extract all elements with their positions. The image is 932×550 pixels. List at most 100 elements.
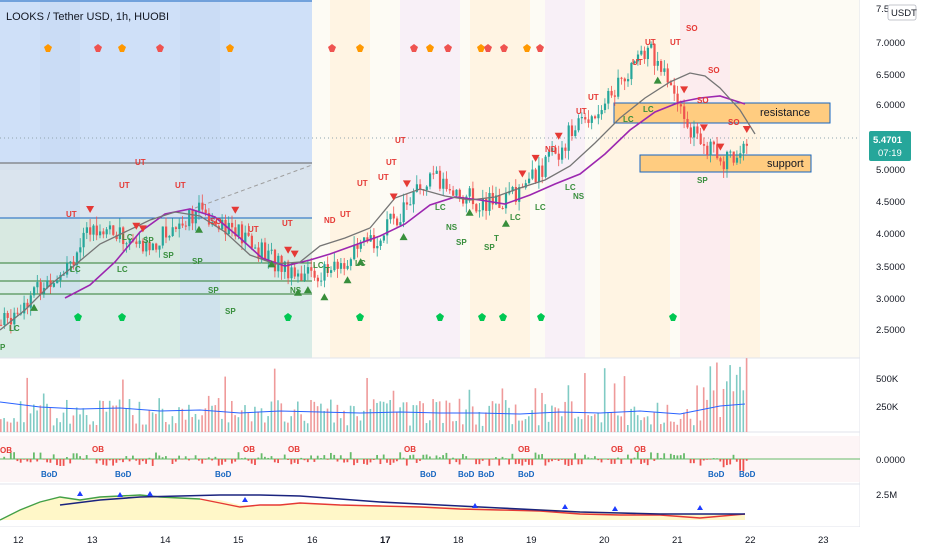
oscillator-bar	[561, 459, 563, 460]
volume-bar	[372, 399, 375, 432]
oscillator-bar	[320, 458, 322, 459]
candle-body	[620, 77, 623, 79]
volume-bar	[145, 424, 147, 432]
time-axis[interactable]: 12 13 14 15 16 17 18 19 20 21 22 23	[0, 527, 860, 550]
oscillator-bar	[178, 455, 180, 459]
svg-text:18: 18	[453, 535, 464, 546]
svg-text:UT: UT	[66, 210, 77, 219]
volume-bar	[33, 404, 35, 432]
oscillator-bar	[201, 459, 204, 464]
candle-body	[260, 242, 263, 259]
oscillator-bar	[541, 454, 543, 459]
oscillator-bar	[108, 459, 111, 461]
oscillator-bar	[52, 454, 55, 459]
oscillator-bar	[132, 455, 134, 459]
svg-text:LC: LC	[70, 265, 81, 274]
volume-bar	[597, 412, 599, 432]
svg-text:LC: LC	[623, 115, 634, 124]
oscillator-bar	[99, 459, 101, 461]
candle-body	[148, 241, 151, 251]
candle-body	[402, 202, 405, 223]
volume-bar	[471, 406, 474, 432]
volume-bar	[650, 424, 652, 432]
candle-body	[297, 273, 300, 277]
oscillator-bar	[122, 459, 124, 463]
volume-bar	[363, 410, 365, 432]
svg-text:LC: LC	[435, 203, 446, 212]
svg-text:2.5000: 2.5000	[876, 325, 905, 336]
volume-bar	[623, 376, 626, 432]
oscillator-bar	[617, 457, 619, 459]
candle-body	[33, 287, 36, 296]
oscillator-bar	[102, 459, 105, 465]
candle-body	[145, 241, 148, 252]
oscillator-bar	[679, 455, 682, 459]
candle-body	[336, 261, 339, 269]
volume-bar	[478, 412, 481, 432]
volume-bar	[99, 400, 101, 432]
svg-text:T: T	[325, 266, 330, 275]
oscillator-bar	[386, 459, 388, 463]
oscillator-bar	[551, 459, 553, 462]
oscillator-bar	[702, 459, 705, 461]
volume-bar	[82, 408, 85, 432]
svg-text:15: 15	[233, 535, 244, 546]
oscillator-bar	[306, 459, 309, 463]
volume-bar	[188, 404, 190, 432]
volume-bar	[56, 418, 58, 432]
signal-up-triangle	[195, 225, 203, 233]
svg-text:LC: LC	[643, 105, 654, 114]
volume-bar	[349, 405, 352, 432]
oscillator-bar	[158, 455, 161, 459]
candle-body	[270, 249, 273, 251]
candle-body	[6, 313, 9, 318]
oscillator-bar	[339, 455, 342, 459]
volume-bar	[676, 424, 679, 432]
svg-text:6.0000: 6.0000	[876, 100, 905, 111]
oscillator-bar	[524, 459, 527, 462]
svg-text:OB: OB	[518, 445, 530, 454]
volume-bar	[745, 358, 748, 432]
candle-body	[290, 267, 293, 279]
volume-bar	[115, 405, 118, 432]
oscillator-bar	[518, 459, 520, 464]
candle-body	[0, 324, 3, 326]
candle-body	[653, 43, 656, 66]
price-axis[interactable]: 7.5 7.0000 6.5000 6.0000 5.0000 4.5000 4…	[860, 0, 932, 550]
oscillator-bar	[726, 459, 728, 466]
volume-bar	[135, 423, 137, 432]
candle-body	[547, 151, 550, 157]
volume-bar	[293, 409, 296, 432]
oscillator-bar	[623, 458, 626, 459]
volume-bar	[359, 420, 362, 432]
volume-bar	[198, 419, 200, 432]
volume-bar	[498, 403, 500, 432]
oscillator-bar	[587, 457, 590, 459]
oscillator-bar	[66, 457, 68, 459]
volume-bar	[95, 425, 98, 432]
volume-bar	[574, 418, 576, 432]
svg-text:UT: UT	[386, 158, 397, 167]
oscillator-bar	[419, 459, 421, 461]
svg-text:SO: SO	[686, 24, 698, 33]
candle-body	[204, 209, 207, 214]
oscillator-bar	[171, 459, 174, 464]
currency-badge[interactable]: USDT	[887, 4, 917, 21]
candle-body	[264, 242, 267, 261]
volume-bar	[72, 415, 75, 432]
volume-bar	[729, 365, 731, 432]
svg-text:5.4701: 5.4701	[873, 135, 903, 146]
svg-text:19: 19	[526, 535, 537, 546]
candle-body	[221, 219, 224, 230]
svg-text:LC: LC	[565, 183, 576, 192]
oscillator-bar	[363, 459, 365, 464]
candle-body	[46, 280, 49, 288]
candle-body	[452, 190, 455, 196]
svg-text:4.0000: 4.0000	[876, 229, 905, 240]
support-zone[interactable]: support	[639, 154, 812, 173]
candle-body	[99, 231, 102, 236]
candle-body	[567, 125, 570, 151]
resistance-zone[interactable]: resistance	[613, 102, 831, 124]
volume-bar	[92, 421, 94, 432]
